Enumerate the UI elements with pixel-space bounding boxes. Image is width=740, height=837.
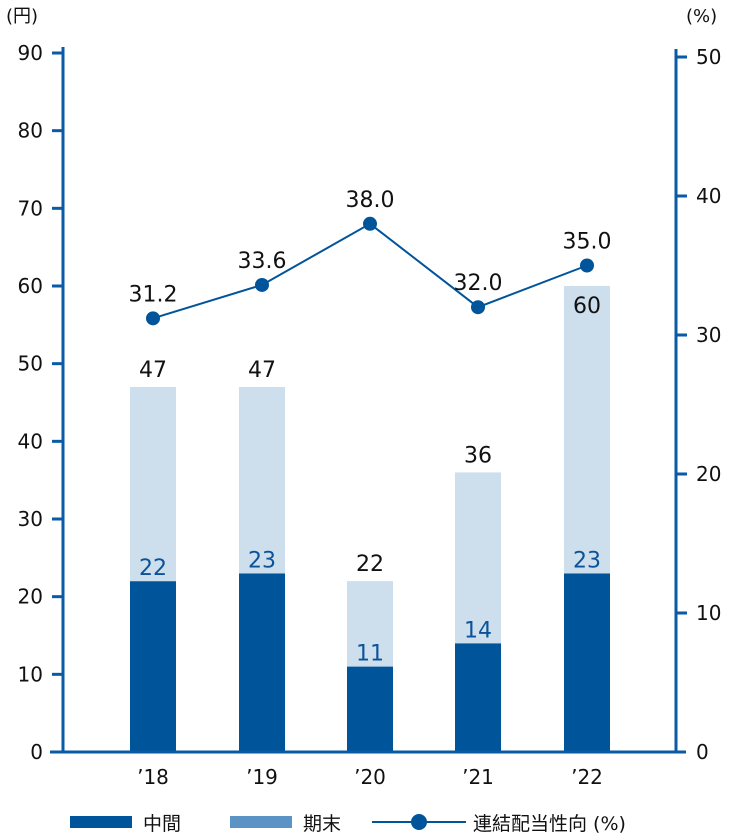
total-label: 60 xyxy=(573,294,601,319)
right-tick-label: 10 xyxy=(696,601,721,625)
total-label: 47 xyxy=(139,358,167,383)
legend-marker-payout xyxy=(411,814,427,830)
legend-label-interim: 中間 xyxy=(143,813,181,835)
left-axis-unit: (円) xyxy=(6,6,38,27)
payout-ratio-point xyxy=(580,258,594,273)
bar-interim xyxy=(455,643,501,752)
interim-label: 14 xyxy=(464,618,492,643)
bar-interim xyxy=(239,573,285,752)
interim-label: 22 xyxy=(139,556,167,581)
left-tick-label: 40 xyxy=(18,429,43,453)
bar-year-end xyxy=(347,581,393,667)
payout-ratio-label: 33.6 xyxy=(238,249,287,274)
left-tick-label: 60 xyxy=(18,274,43,298)
legend-label-payout: 連結配当性向 (%) xyxy=(473,813,626,835)
payout-ratio-label: 31.2 xyxy=(129,282,178,307)
legend-swatch-year-end xyxy=(230,816,292,828)
bars-layer xyxy=(130,286,610,752)
payout-ratio-line-layer xyxy=(146,216,594,326)
payout-ratio-label: 38.0 xyxy=(346,188,395,213)
legend-swatch-interim xyxy=(70,816,132,828)
x-tick-label: ’19 xyxy=(246,765,278,789)
payout-ratio-line xyxy=(152,222,588,320)
bar-interim xyxy=(564,573,610,752)
right-tick-label: 0 xyxy=(696,740,709,764)
bar-interim xyxy=(130,581,176,752)
right-tick-label: 40 xyxy=(696,184,721,208)
left-tick-label: 80 xyxy=(18,119,43,143)
left-tick-label: 10 xyxy=(18,662,43,686)
payout-ratio-point xyxy=(255,277,269,292)
bar-year-end xyxy=(564,286,610,574)
bar-year-end xyxy=(455,472,501,644)
legend-label-year-end: 期末 xyxy=(303,813,341,835)
payout-ratio-label: 35.0 xyxy=(563,230,612,255)
left-tick-label: 0 xyxy=(30,740,43,764)
labels-layer: 31.2 33.6 38.0 32.0 35.0 47 22 47 23 22 11 36 14 60 23 xyxy=(129,188,612,667)
interim-label: 23 xyxy=(573,548,601,573)
x-tick-label: ’21 xyxy=(462,765,494,789)
legend: 中間 期末 連結配当性向 (%) xyxy=(70,813,626,835)
x-tick-label: ’20 xyxy=(354,765,386,789)
payout-ratio-point xyxy=(146,311,160,326)
right-axis-unit: (%) xyxy=(686,6,717,27)
x-tick-label: ’18 xyxy=(137,765,169,789)
interim-label: 11 xyxy=(356,642,384,667)
left-tick-label: 30 xyxy=(18,507,43,531)
left-tick-label: 50 xyxy=(18,352,43,376)
left-tick-label: 20 xyxy=(18,585,43,609)
bar-year-end xyxy=(239,386,285,574)
right-tick-label: 50 xyxy=(696,45,721,69)
payout-ratio-point xyxy=(363,216,377,231)
payout-ratio-point xyxy=(471,300,485,315)
bar-interim xyxy=(347,666,393,752)
bar-year-end xyxy=(130,386,176,582)
right-tick-label: 30 xyxy=(696,323,721,347)
right-tick-label: 20 xyxy=(696,462,721,486)
total-label: 47 xyxy=(248,358,276,383)
x-tick-label: ’22 xyxy=(571,765,603,789)
left-tick-label: 90 xyxy=(18,41,43,65)
axes-layer: 0 10 20 30 40 50 60 70 80 90 0 10 20 30 40 50 (円) (%) ’18 ’… xyxy=(6,6,721,789)
total-label: 22 xyxy=(356,552,384,577)
total-label: 36 xyxy=(464,443,492,468)
payout-ratio-label: 32.0 xyxy=(454,271,503,296)
interim-label: 23 xyxy=(248,548,276,573)
left-tick-label: 70 xyxy=(18,196,43,220)
